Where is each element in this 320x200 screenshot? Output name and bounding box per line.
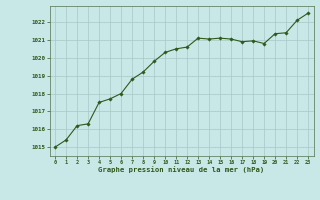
X-axis label: Graphe pression niveau de la mer (hPa): Graphe pression niveau de la mer (hPa)	[99, 167, 265, 173]
